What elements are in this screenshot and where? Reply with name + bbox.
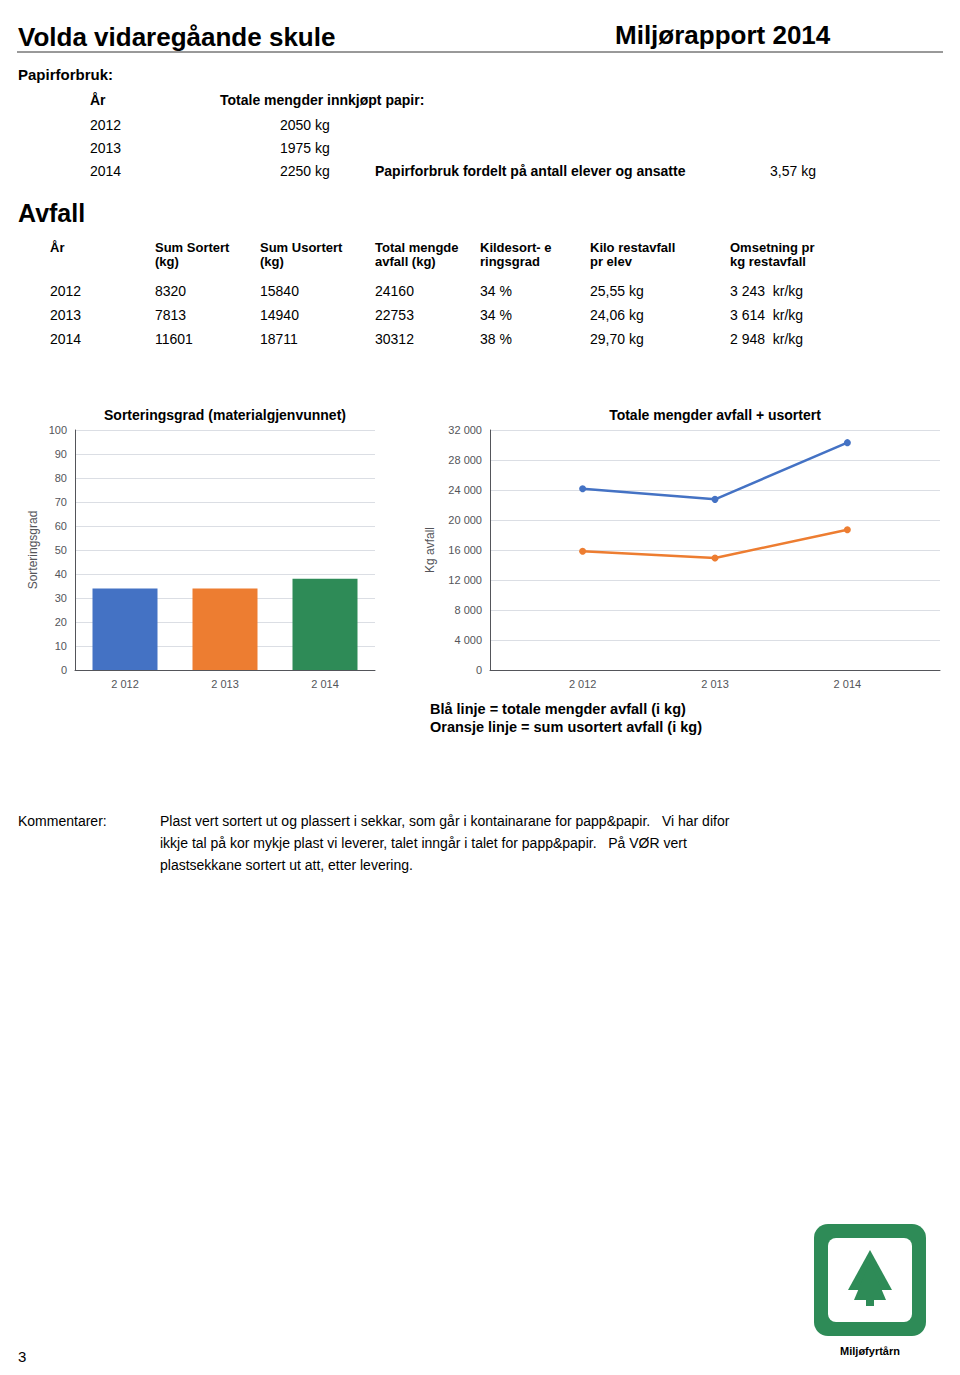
- svg-text:24160: 24160: [375, 283, 414, 299]
- svg-text:Kilo restavfall: Kilo restavfall: [590, 240, 675, 255]
- svg-text:Kg avfall: Kg avfall: [423, 527, 437, 573]
- svg-text:90: 90: [55, 448, 67, 460]
- svg-text:kg restavfall: kg restavfall: [730, 254, 806, 269]
- svg-text:15840: 15840: [260, 283, 299, 299]
- svg-text:Avfall: Avfall: [18, 199, 85, 227]
- svg-text:Sorteringsgrad (materialgjenvu: Sorteringsgrad (materialgjenvunnet): [104, 407, 346, 423]
- svg-text:20 000: 20 000: [448, 514, 482, 526]
- svg-text:12 000: 12 000: [448, 574, 482, 586]
- svg-text:8320: 8320: [155, 283, 186, 299]
- svg-text:8 000: 8 000: [454, 604, 482, 616]
- svg-text:38 %: 38 %: [480, 331, 512, 347]
- svg-text:(kg): (kg): [155, 254, 179, 269]
- svg-text:2014: 2014: [50, 331, 81, 347]
- svg-text:60: 60: [55, 520, 67, 532]
- svg-text:2 013: 2 013: [211, 678, 239, 690]
- svg-text:År: År: [50, 240, 64, 255]
- svg-text:Blå linje = totale mengder avf: Blå linje = totale mengder avfall (i kg): [430, 701, 686, 717]
- svg-text:pr elev: pr elev: [590, 254, 633, 269]
- svg-text:Miljøfyrtårn: Miljøfyrtårn: [840, 1345, 900, 1357]
- svg-text:50: 50: [55, 544, 67, 556]
- svg-text:10: 10: [55, 640, 67, 652]
- svg-text:plastsekkane sortert ut att, e: plastsekkane sortert ut att, etter lever…: [160, 857, 413, 873]
- svg-text:Papirforbruk fordelt på antall: Papirforbruk fordelt på antall elever og…: [375, 163, 686, 179]
- svg-text:Miljørapport 2014: Miljørapport 2014: [615, 20, 831, 50]
- svg-text:År: År: [90, 92, 106, 108]
- svg-text:2 012: 2 012: [569, 678, 597, 690]
- svg-text:Totale mengder innkjøpt papir:: Totale mengder innkjøpt papir:: [220, 92, 424, 108]
- svg-text:Kommentarer:: Kommentarer:: [18, 813, 107, 829]
- svg-text:ringsgrad: ringsgrad: [480, 254, 540, 269]
- svg-text:28 000: 28 000: [448, 454, 482, 466]
- svg-text:30312: 30312: [375, 331, 414, 347]
- svg-text:(kg): (kg): [260, 254, 284, 269]
- svg-text:25,55 kg: 25,55 kg: [590, 283, 644, 299]
- svg-text:avfall (kg): avfall (kg): [375, 254, 436, 269]
- svg-text:2 012: 2 012: [111, 678, 139, 690]
- svg-text:22753: 22753: [375, 307, 414, 323]
- svg-text:0: 0: [61, 664, 67, 676]
- svg-text:2014: 2014: [90, 163, 121, 179]
- svg-text:3: 3: [18, 1348, 26, 1365]
- svg-text:40: 40: [55, 568, 67, 580]
- svg-text:Sorteringsgrad: Sorteringsgrad: [26, 511, 40, 590]
- svg-text:2 948 kr/kg: 2 948 kr/kg: [730, 331, 803, 347]
- svg-text:Total mengde: Total mengde: [375, 240, 459, 255]
- svg-text:2 014: 2 014: [311, 678, 339, 690]
- svg-text:70: 70: [55, 496, 67, 508]
- svg-text:Volda vidaregåande skule: Volda vidaregåande skule: [18, 22, 335, 52]
- svg-text:14940: 14940: [260, 307, 299, 323]
- svg-text:24 000: 24 000: [448, 484, 482, 496]
- svg-text:2250 kg: 2250 kg: [280, 163, 330, 179]
- svg-text:7813: 7813: [155, 307, 186, 323]
- svg-text:80: 80: [55, 472, 67, 484]
- svg-text:100: 100: [49, 424, 67, 436]
- svg-text:Papirforbruk:: Papirforbruk:: [18, 66, 113, 83]
- svg-text:ikkje tal på kor mykje plast v: ikkje tal på kor mykje plast vi leverer,…: [160, 835, 687, 851]
- svg-text:3 243 kr/kg: 3 243 kr/kg: [730, 283, 803, 299]
- svg-text:32 000: 32 000: [448, 424, 482, 436]
- svg-text:Omsetning pr: Omsetning pr: [730, 240, 815, 255]
- svg-text:11601: 11601: [155, 331, 193, 347]
- svg-text:3 614 kr/kg: 3 614 kr/kg: [730, 307, 803, 323]
- svg-text:29,70 kg: 29,70 kg: [590, 331, 644, 347]
- svg-text:Plast vert sortert ut og plass: Plast vert sortert ut og plassert i sekk…: [160, 813, 730, 829]
- svg-text:24,06 kg: 24,06 kg: [590, 307, 644, 323]
- svg-text:0: 0: [476, 664, 482, 676]
- svg-text:20: 20: [55, 616, 67, 628]
- svg-text:2 014: 2 014: [834, 678, 862, 690]
- svg-text:2013: 2013: [90, 140, 121, 156]
- svg-text:4 000: 4 000: [454, 634, 482, 646]
- svg-text:2013: 2013: [50, 307, 81, 323]
- svg-text:Totale mengder avfall + usorte: Totale mengder avfall + usortert: [609, 407, 821, 423]
- svg-text:34 %: 34 %: [480, 283, 512, 299]
- svg-text:1975 kg: 1975 kg: [280, 140, 330, 156]
- svg-text:2050 kg: 2050 kg: [280, 117, 330, 133]
- svg-text:18711: 18711: [260, 331, 298, 347]
- svg-text:Sum Usortert: Sum Usortert: [260, 240, 343, 255]
- svg-text:30: 30: [55, 592, 67, 604]
- svg-text:34 %: 34 %: [480, 307, 512, 323]
- svg-text:Sum Sortert: Sum Sortert: [155, 240, 230, 255]
- svg-text:Kildesort- e: Kildesort- e: [480, 240, 552, 255]
- svg-text:2 013: 2 013: [701, 678, 729, 690]
- svg-text:2012: 2012: [50, 283, 81, 299]
- svg-text:Oransje linje = sum usortert a: Oransje linje = sum usortert avfall (i k…: [430, 719, 702, 735]
- svg-text:3,57 kg: 3,57 kg: [770, 163, 816, 179]
- svg-text:16 000: 16 000: [448, 544, 482, 556]
- svg-text:2012: 2012: [90, 117, 121, 133]
